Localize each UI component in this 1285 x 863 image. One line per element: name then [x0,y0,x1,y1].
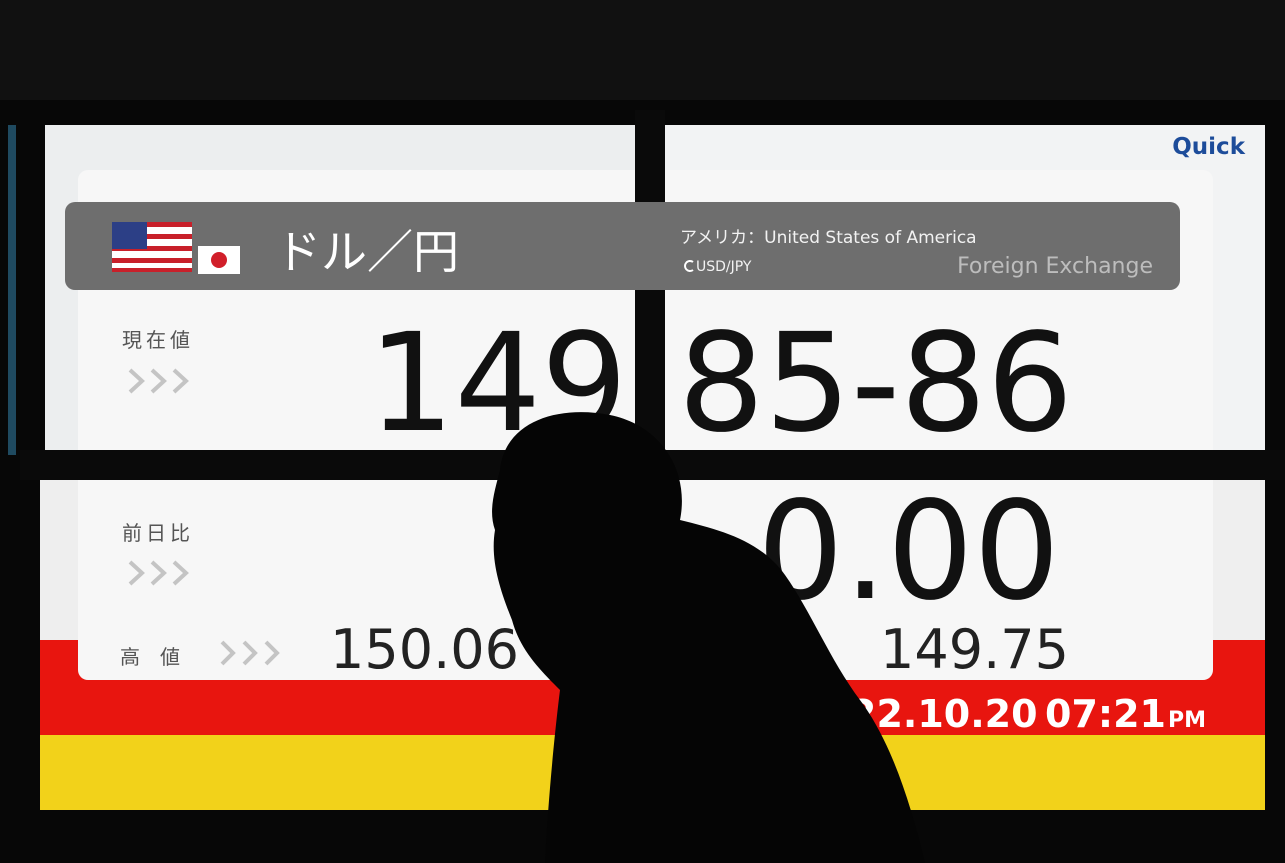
brand: Quick [1172,134,1245,160]
current-decimal: 85-86 [678,305,1073,463]
current-label: 現在値 [122,328,194,352]
change-label: 前日比 [122,521,194,545]
high-value: 150.06 [330,618,519,681]
category: Foreign Exchange [957,254,1153,279]
pair-jp: ドル／円 [275,225,459,279]
period: PM [1168,708,1206,733]
page: ドル／円 アメリカ：United States of America USD/J… [0,0,1285,863]
high-label: 高 値 [120,645,180,669]
edge-glow [8,125,16,455]
pair-code: USD/JPY [696,259,752,275]
photo: ドル／円 アメリカ：United States of America USD/J… [0,0,1285,863]
time: 07:21 [1045,692,1166,736]
top-band [0,0,1285,100]
jp-flag [198,246,240,274]
us-flag [112,222,192,272]
country: アメリカ：United States of America [680,228,977,248]
low-value: 149.75 [880,618,1069,681]
